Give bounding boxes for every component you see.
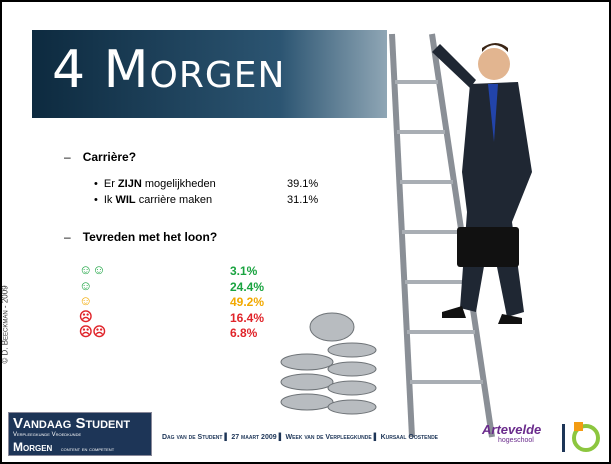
logo-line: content en competent [61, 447, 114, 453]
section-heading: Tevreden met het loon? [64, 230, 217, 244]
school-sub: hogeschool [498, 437, 541, 444]
bullet-item: Ik WIL carrière maken [94, 194, 212, 206]
footer-item: Dag van de Student [162, 434, 231, 441]
slide: 4 Morgen © D. Beeckman - 2009 Vandaag St… [0, 0, 611, 464]
logo-line: Vandaag Student [13, 415, 147, 432]
rating-value: 6.8% [230, 326, 257, 340]
item-text: ZIJN [118, 178, 142, 190]
school-logo: Artevelde hogeschool [482, 422, 541, 444]
school-name: Artevelde [482, 422, 541, 437]
rating-value: 3.1% [230, 264, 257, 278]
illustration [262, 22, 609, 442]
event-logo: Vandaag Student Verpleegkunde Vroedkunde… [8, 412, 152, 456]
rating-icon: ☺☺ [79, 262, 106, 277]
copyright: © D. Beeckman - 2009 [1, 285, 10, 363]
footer-item: 27 maart 2009 [231, 434, 285, 441]
item-value: 39.1% [287, 178, 318, 190]
coins [281, 313, 376, 414]
item-text: Er [104, 178, 118, 190]
footer: Dag van de Student27 maart 2009Week van … [162, 434, 438, 441]
rating-icon: ☹ [79, 309, 93, 325]
item-text: mogelijkheden [142, 178, 216, 190]
item-text: Ik [104, 194, 116, 206]
rating-value: 49.2% [230, 295, 264, 309]
school-icon [562, 420, 602, 454]
item-text: carrière maken [136, 194, 212, 206]
item-value: 31.1% [287, 194, 318, 206]
footer-item: Week van de Verpleegkunde [286, 434, 381, 441]
rating-icon: ☺ [79, 278, 92, 293]
bullet-item: Er ZIJN mogelijkheden [94, 178, 216, 190]
item-text: WIL [115, 194, 135, 206]
footer-item: Kursaal Oostende [381, 434, 438, 441]
rating-value: 24.4% [230, 280, 264, 294]
rating-icon: ☺ [79, 293, 92, 308]
logo-line: Morgen [13, 440, 52, 454]
rating-icon: ☹☹ [79, 324, 106, 340]
slide-title: 4 Morgen [52, 40, 285, 100]
section-heading: Carrière? [64, 150, 136, 164]
rating-value: 16.4% [230, 311, 264, 325]
logo-line: Verpleegkunde Vroedkunde [13, 432, 147, 438]
